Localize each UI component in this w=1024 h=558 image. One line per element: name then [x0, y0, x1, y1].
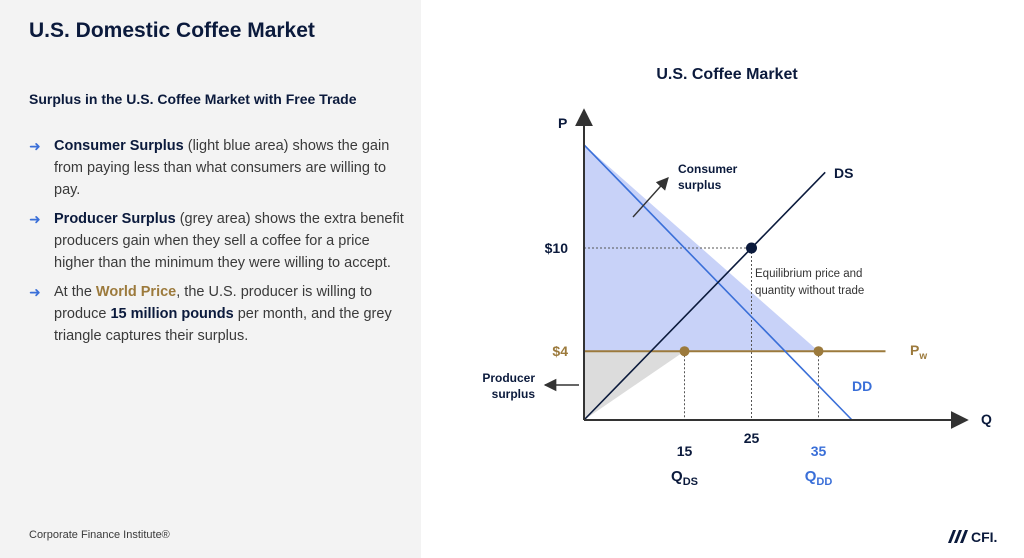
qds-sub: DS [683, 476, 698, 488]
section-subtitle: Surplus in the U.S. Coffee Market with F… [29, 91, 357, 107]
producer-surplus-label-line2: surplus [492, 387, 536, 401]
arrow-right-icon: ➜ [29, 211, 41, 227]
equilibrium-point [746, 242, 757, 254]
arrow-right-icon: ➜ [29, 284, 41, 300]
pw-label: Pw [910, 342, 927, 362]
world-price-demand-point [813, 346, 824, 357]
quantity-tick-35: 35 [811, 443, 827, 459]
equilibrium-note: Equilibrium price and quantity without t… [755, 268, 865, 297]
qds-label: QDS [671, 468, 698, 488]
bullet-text: , the U.S. producer is willing to produc… [54, 284, 373, 322]
chart-title: U.S. Coffee Market [656, 66, 798, 83]
page-title: U.S. Domestic Coffee Market [29, 19, 315, 42]
qdd-main: Q [805, 468, 817, 485]
bullet-producer-surplus: ➜ Producer Surplus (grey area) shows the… [29, 208, 414, 274]
consumer-surplus-area [584, 144, 819, 352]
arrow-right-icon: ➜ [29, 138, 41, 154]
consumer-surplus-label-line1: Consumer [678, 162, 738, 176]
supply-curve [583, 171, 826, 421]
left-panel: U.S. Domestic Coffee Market Surplus in t… [0, 0, 421, 558]
bullet-text: per month, and the grey triangle capture… [54, 306, 392, 344]
cfi-logo: CFI. [948, 529, 997, 545]
bullet-strong: 15 million pounds [110, 306, 234, 322]
quantity-axis-label: Q [981, 411, 992, 427]
coffee-market-chart: U.S. Coffee Market P Q $10 $4 15 25 35 Q… [482, 66, 992, 488]
pw-sub: w [918, 351, 927, 362]
quantity-tick-15: 15 [677, 443, 693, 459]
consumer-surplus-label-line2: surplus [678, 178, 722, 192]
qds-main: Q [671, 468, 683, 485]
bullet-strong: Consumer Surplus [54, 138, 184, 154]
footer-credit: Corporate Finance Institute® [29, 529, 170, 541]
world-price-supply-point [679, 346, 690, 357]
bullet-consumer-surplus: ➜ Consumer Surplus (light blue area) sho… [29, 135, 414, 201]
quantity-tick-25: 25 [744, 430, 760, 446]
ds-curve-label: DS [834, 165, 853, 181]
producer-surplus-label-line1: Producer [482, 371, 535, 385]
bullet-text: (grey area) shows the extra benefit prod… [54, 211, 404, 271]
consumer-surplus-arrow [632, 177, 669, 218]
price-tick-10: $10 [545, 240, 569, 256]
price-tick-4: $4 [552, 343, 568, 359]
qdd-label: QDD [805, 468, 833, 488]
bullet-list: ➜ Consumer Surplus (light blue area) sho… [29, 135, 414, 354]
qdd-sub: DD [816, 476, 832, 488]
bullet-text: (light blue area) shows the gain from pa… [54, 138, 390, 198]
bullet-strong: Producer Surplus [54, 211, 176, 227]
bullet-world-price: ➜ At the World Price, the U.S. producer … [29, 281, 414, 347]
bullet-text: At the [54, 284, 96, 300]
logo-text: CFI. [971, 529, 997, 545]
dd-curve-label: DD [852, 378, 872, 394]
equilibrium-note-box: Equilibrium price and quantity without t… [755, 268, 865, 297]
producer-surplus-area [584, 351, 685, 420]
pw-main: P [910, 342, 919, 358]
bullet-gold: World Price [95, 284, 177, 300]
price-axis-label: P [558, 115, 567, 131]
